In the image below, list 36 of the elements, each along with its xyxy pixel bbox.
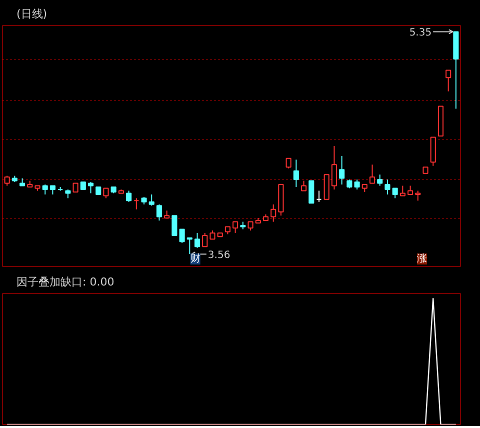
candlestick [134,198,140,210]
candlestick [446,70,452,92]
candlestick [42,184,48,195]
candlestick [400,185,406,196]
candlestick [148,194,154,206]
annotation: 5.35 [409,28,432,39]
candlestick [232,221,238,234]
candlestick [392,188,398,199]
annotation: 财 [190,252,200,264]
candlestick [308,180,314,204]
candlestick [156,204,162,222]
candlestick [354,179,360,190]
candlestick [369,164,376,184]
candlestick [194,232,200,248]
candlestick [172,215,178,236]
candlestick [126,190,132,202]
candlestick [339,155,345,186]
chart-title: (日线) [16,8,48,20]
candlestick [316,190,322,202]
candlestick [179,228,185,244]
candlestick [88,182,94,194]
candlestick [377,174,383,186]
chart-title: 因子叠加缺口: 0.00 [16,276,114,288]
candlestick [415,190,421,202]
annotation: 涨 [416,252,427,264]
candlestick [202,232,208,248]
candlestick [384,179,390,195]
candlestick [300,180,307,192]
annotation: 3.56 [208,250,230,262]
candlestick [270,204,276,222]
candlestick [331,146,337,190]
candlestick [186,237,192,255]
candlestick [4,175,10,186]
candlestick [286,158,292,169]
candlestick [103,188,109,199]
candlestick [293,159,299,188]
